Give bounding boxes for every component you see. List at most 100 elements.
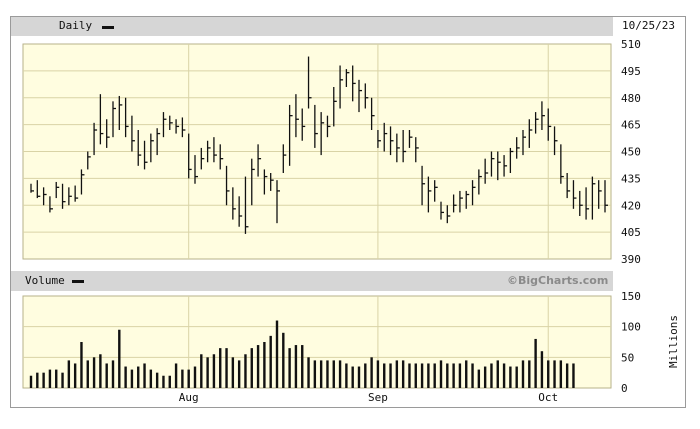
price-bar	[579, 190, 583, 216]
volume-bar	[540, 351, 544, 388]
volume-bar	[143, 363, 146, 388]
volume-bar	[553, 360, 556, 388]
price-bar	[307, 56, 312, 109]
volume-bar	[244, 354, 247, 388]
volume-bar	[200, 354, 203, 388]
price-bar	[118, 95, 123, 130]
price-tick-label: 465	[621, 119, 641, 132]
volume-bar	[345, 363, 348, 388]
price-bar	[42, 187, 47, 206]
volume-bar	[86, 360, 89, 388]
price-bar	[503, 155, 508, 177]
price-bar	[232, 187, 236, 220]
volume-bar	[414, 363, 417, 388]
price-bar	[55, 181, 60, 199]
volume-bar	[534, 338, 537, 388]
price-bar	[295, 94, 299, 138]
price-bar	[257, 144, 262, 177]
price-bar	[383, 122, 388, 152]
volume-bar	[263, 342, 266, 388]
price-bar	[49, 196, 53, 213]
price-bar	[358, 79, 362, 113]
price-bar	[478, 169, 482, 195]
price-bar	[206, 140, 211, 163]
price-tick-label: 405	[621, 226, 641, 239]
volume-tick-label: 0	[621, 382, 628, 395]
price-bar	[509, 147, 514, 173]
volume-bar	[528, 360, 531, 388]
price-bar	[345, 69, 350, 87]
price-bar	[150, 133, 154, 163]
price-bar	[471, 180, 476, 206]
volume-bar	[471, 363, 474, 388]
volume-bar	[282, 332, 285, 388]
price-bar	[270, 173, 274, 191]
volume-bar	[92, 357, 96, 388]
volume-bar	[187, 369, 190, 388]
price-bar	[276, 180, 280, 224]
price-bar	[364, 83, 369, 109]
volume-bar	[155, 372, 159, 388]
period-swatch	[102, 26, 114, 29]
price-tick-label: 510	[621, 38, 641, 51]
volume-bar	[130, 369, 134, 388]
volume-bar	[351, 366, 354, 388]
volume-bar	[301, 345, 304, 388]
price-bar	[99, 94, 104, 145]
price-bar	[604, 180, 608, 213]
price-bar	[497, 151, 501, 181]
price-bar	[74, 185, 79, 202]
volume-bar	[433, 363, 436, 388]
volume-bar	[395, 360, 399, 388]
price-bar	[427, 176, 432, 213]
volume-bar	[275, 320, 279, 388]
volume-bar	[338, 360, 342, 388]
volume-bar	[61, 372, 64, 388]
price-bar	[320, 112, 325, 156]
price-bar	[156, 128, 161, 156]
price-bar	[591, 176, 596, 220]
volume-bar	[118, 329, 121, 388]
price-bar	[326, 115, 331, 138]
price-bar	[213, 137, 217, 163]
price-bar	[415, 137, 419, 163]
volume-bar	[364, 363, 367, 388]
price-bar	[377, 130, 381, 148]
price-bar	[553, 126, 558, 156]
volume-tick-label: 150	[621, 290, 641, 303]
price-bar	[68, 187, 72, 206]
volume-bar	[446, 363, 449, 388]
volume-bar	[231, 357, 235, 388]
volume-bar	[225, 348, 228, 388]
volume-bar	[105, 363, 108, 388]
volume-bar	[307, 357, 310, 388]
volume-bar	[326, 360, 329, 388]
x-tick-label: Oct	[538, 391, 558, 404]
volume-bar	[237, 360, 241, 388]
price-bar	[288, 104, 293, 166]
price-bar	[490, 151, 495, 177]
price-bar	[459, 190, 463, 213]
volume-bar	[294, 345, 298, 388]
volume-bar	[42, 372, 45, 388]
price-bar	[314, 104, 318, 148]
chart-date: 10/25/23	[622, 19, 675, 32]
volume-bar	[219, 348, 222, 388]
price-tick-label: 450	[621, 146, 641, 159]
volume-bar	[439, 360, 443, 388]
volume-bar	[452, 363, 455, 388]
volume-bar	[509, 366, 512, 388]
price-bar	[522, 130, 526, 156]
x-tick-label: Aug	[179, 391, 199, 404]
price-bar	[408, 130, 413, 148]
volume-bar	[458, 363, 462, 388]
price-bar	[333, 87, 337, 127]
volume-bar	[383, 363, 386, 388]
price-bar	[143, 140, 148, 170]
volume-bar	[149, 369, 153, 388]
volume-bar	[496, 360, 499, 388]
volume-bar	[477, 369, 481, 388]
volume-bar	[193, 366, 197, 388]
price-tick-label: 420	[621, 199, 641, 212]
